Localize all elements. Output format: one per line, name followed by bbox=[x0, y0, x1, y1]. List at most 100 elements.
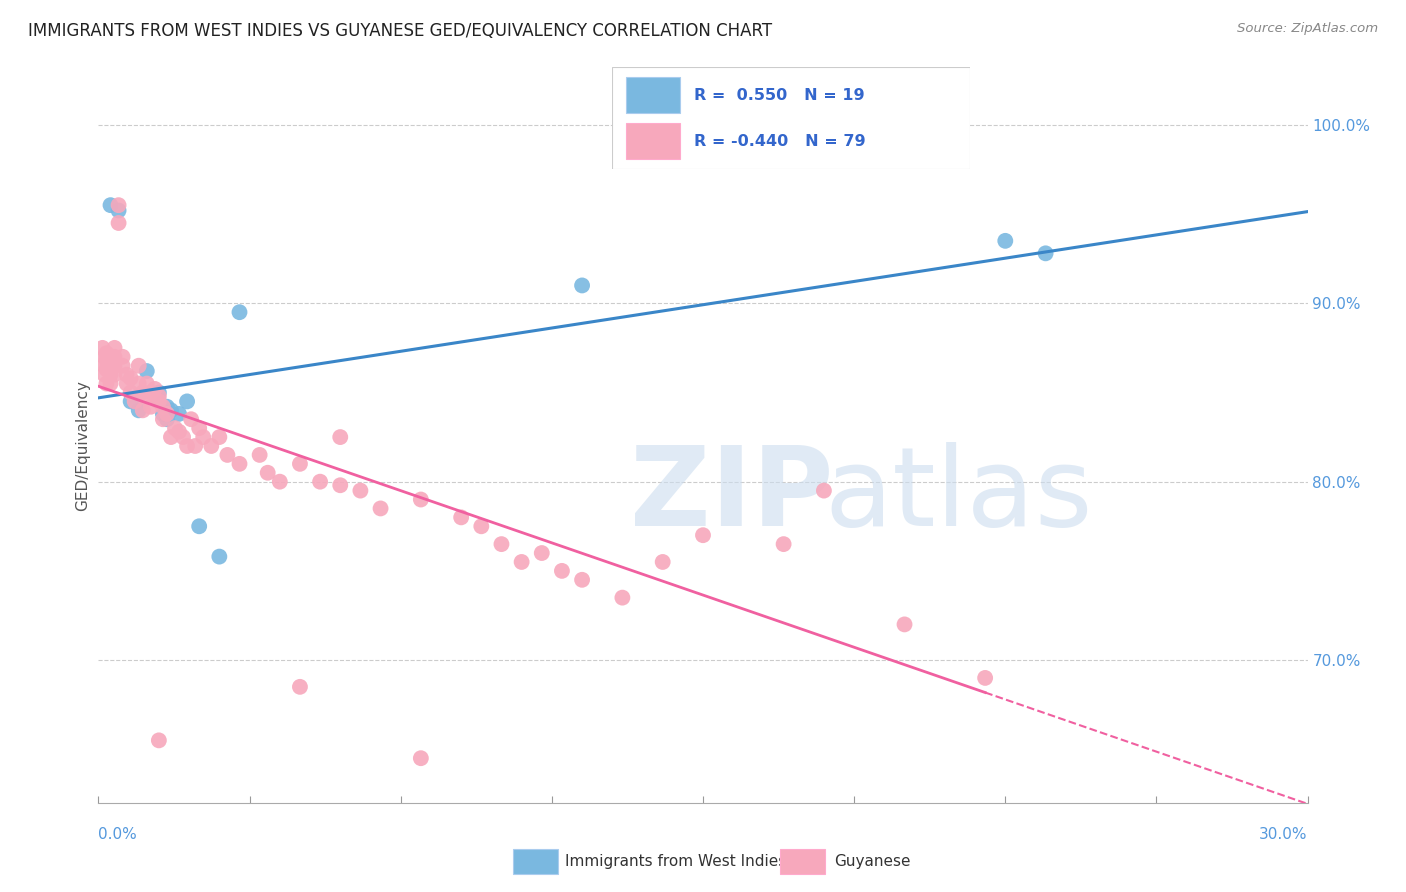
Point bbox=[100, 198, 122, 212]
Y-axis label: GED/Equivalency: GED/Equivalency bbox=[75, 381, 90, 511]
Point bbox=[269, 475, 291, 489]
Point bbox=[143, 382, 166, 396]
Point bbox=[309, 475, 332, 489]
Point bbox=[139, 400, 162, 414]
Point bbox=[107, 203, 129, 218]
Point bbox=[156, 407, 179, 421]
Point bbox=[163, 421, 186, 435]
Point bbox=[93, 350, 115, 364]
Text: ZIP: ZIP bbox=[630, 442, 834, 549]
Point bbox=[100, 368, 122, 382]
Point bbox=[96, 376, 118, 391]
Point bbox=[120, 394, 142, 409]
Point bbox=[180, 412, 202, 426]
Point bbox=[91, 341, 114, 355]
Point bbox=[100, 359, 122, 373]
Point bbox=[167, 407, 190, 421]
Point bbox=[152, 412, 174, 426]
Point bbox=[93, 368, 115, 382]
Point bbox=[124, 394, 146, 409]
Point bbox=[651, 555, 673, 569]
Point bbox=[188, 421, 211, 435]
Point bbox=[188, 519, 211, 533]
Point bbox=[96, 362, 118, 376]
Point bbox=[193, 430, 215, 444]
Point bbox=[974, 671, 997, 685]
Point bbox=[96, 346, 118, 360]
Point bbox=[329, 430, 352, 444]
Point bbox=[167, 425, 190, 439]
Point bbox=[329, 478, 352, 492]
FancyBboxPatch shape bbox=[612, 67, 970, 169]
Point bbox=[148, 733, 170, 747]
Point bbox=[692, 528, 714, 542]
Point bbox=[228, 305, 250, 319]
Point bbox=[135, 364, 157, 378]
Point bbox=[184, 439, 207, 453]
Point bbox=[470, 519, 492, 533]
Point bbox=[96, 353, 118, 368]
Text: IMMIGRANTS FROM WEST INDIES VS GUYANESE GED/EQUIVALENCY CORRELATION CHART: IMMIGRANTS FROM WEST INDIES VS GUYANESE … bbox=[28, 22, 772, 40]
Point bbox=[176, 439, 198, 453]
Point bbox=[120, 371, 142, 385]
Point bbox=[93, 359, 115, 373]
Text: R =  0.550   N = 19: R = 0.550 N = 19 bbox=[695, 87, 865, 103]
Text: Source: ZipAtlas.com: Source: ZipAtlas.com bbox=[1237, 22, 1378, 36]
Point bbox=[491, 537, 513, 551]
Point bbox=[103, 368, 125, 382]
Text: R = -0.440   N = 79: R = -0.440 N = 79 bbox=[695, 134, 866, 149]
Point bbox=[172, 430, 194, 444]
Text: Immigrants from West Indies: Immigrants from West Indies bbox=[565, 855, 786, 869]
Point bbox=[103, 350, 125, 364]
Point bbox=[256, 466, 278, 480]
Point bbox=[156, 400, 179, 414]
Point bbox=[132, 403, 155, 417]
Point bbox=[772, 537, 794, 551]
Point bbox=[128, 359, 150, 373]
Point bbox=[160, 403, 183, 417]
Text: 30.0%: 30.0% bbox=[1260, 827, 1308, 841]
Point bbox=[139, 385, 162, 400]
Point bbox=[135, 389, 157, 403]
Point bbox=[510, 555, 533, 569]
Point bbox=[111, 359, 134, 373]
Point bbox=[893, 617, 915, 632]
Point bbox=[349, 483, 371, 498]
Point bbox=[120, 385, 142, 400]
Point bbox=[249, 448, 271, 462]
Point bbox=[103, 359, 125, 373]
Point bbox=[160, 430, 183, 444]
Point bbox=[176, 394, 198, 409]
Point bbox=[100, 350, 122, 364]
Point bbox=[370, 501, 392, 516]
Point bbox=[409, 751, 432, 765]
Point bbox=[288, 680, 311, 694]
Point bbox=[409, 492, 432, 507]
Point bbox=[208, 430, 231, 444]
Point bbox=[530, 546, 553, 560]
Point bbox=[100, 376, 122, 391]
Point bbox=[208, 549, 231, 564]
Point bbox=[612, 591, 634, 605]
Point bbox=[132, 385, 155, 400]
Point bbox=[152, 400, 174, 414]
Point bbox=[135, 376, 157, 391]
Point bbox=[111, 350, 134, 364]
Point bbox=[288, 457, 311, 471]
Point bbox=[217, 448, 239, 462]
Point bbox=[128, 403, 150, 417]
Point bbox=[200, 439, 222, 453]
Point bbox=[813, 483, 835, 498]
Point bbox=[156, 412, 179, 426]
Point bbox=[115, 368, 138, 382]
Point bbox=[152, 407, 174, 421]
Text: Guyanese: Guyanese bbox=[834, 855, 910, 869]
FancyBboxPatch shape bbox=[626, 123, 679, 159]
Point bbox=[103, 341, 125, 355]
Point bbox=[571, 278, 593, 293]
Point bbox=[571, 573, 593, 587]
Point bbox=[115, 376, 138, 391]
Text: 0.0%: 0.0% bbox=[98, 827, 138, 841]
FancyBboxPatch shape bbox=[626, 78, 679, 113]
Point bbox=[994, 234, 1017, 248]
